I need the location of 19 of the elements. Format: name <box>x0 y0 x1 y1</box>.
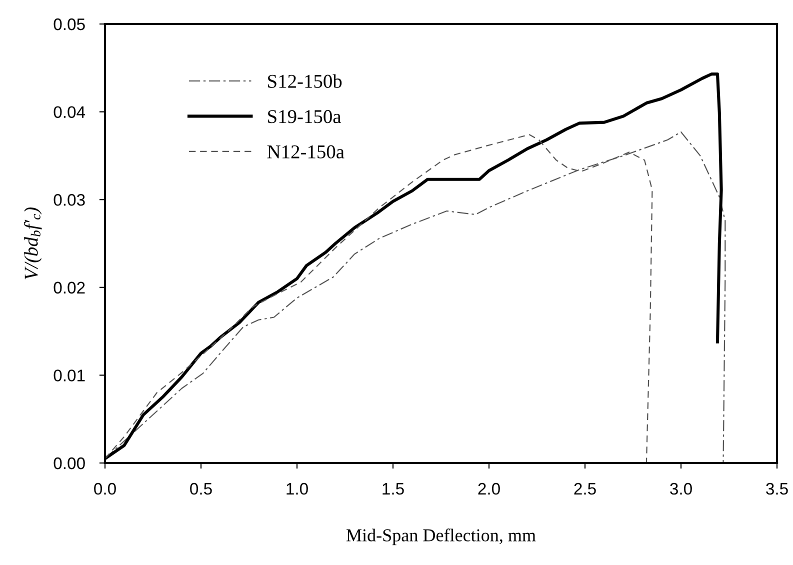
y-axis-title: V/(bd$_{b}$f′$_{c}$) <box>24 207 42 280</box>
y-tick-label: 0.05 <box>54 18 85 30</box>
legend-label: S19-150a <box>268 110 342 124</box>
legend-label: N12-150a <box>267 145 344 158</box>
y-tick-label: 0.00 <box>54 457 85 470</box>
y-tick-label: 0.02 <box>54 282 85 294</box>
y-tick-label: 0.03 <box>54 194 85 206</box>
y-tick-label: 0.01 <box>54 370 85 382</box>
x-axis-title: Mid-Span Deflection, mm <box>346 528 536 546</box>
y-tick-label: 0.04 <box>54 106 86 118</box>
x-tick-label: 1.0 <box>286 482 308 495</box>
x-tick-label: 3.5 <box>766 482 788 495</box>
x-tick-label: 0.5 <box>190 482 212 495</box>
x-tick-label: 2.0 <box>478 482 500 495</box>
x-tick-label: 3.0 <box>670 482 692 495</box>
x-tick-label: 0.0 <box>94 482 116 495</box>
x-tick-label: 1.5 <box>382 483 404 495</box>
legend-label: S12-150b <box>268 74 342 88</box>
x-tick-label: 2.5 <box>574 482 596 495</box>
